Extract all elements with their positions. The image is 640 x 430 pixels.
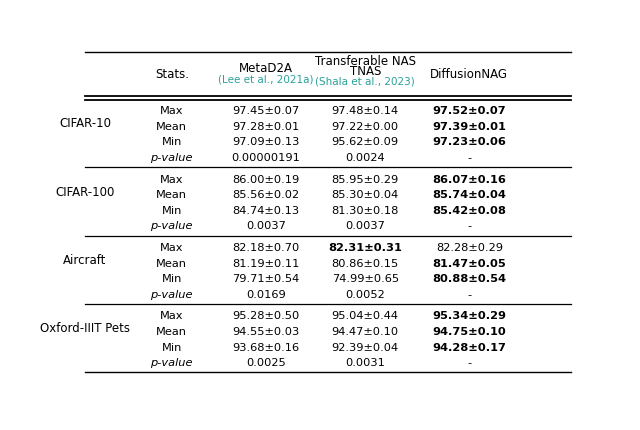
- Text: Oxford-IIIT Pets: Oxford-IIIT Pets: [40, 322, 130, 335]
- Text: CIFAR-10: CIFAR-10: [59, 117, 111, 130]
- Text: 92.39±0.04: 92.39±0.04: [332, 342, 399, 352]
- Text: 94.47±0.10: 94.47±0.10: [332, 326, 399, 336]
- Text: Max: Max: [160, 174, 184, 184]
- Text: 0.00000191: 0.00000191: [232, 153, 300, 163]
- Text: 0.0025: 0.0025: [246, 357, 286, 367]
- Text: Transferable NAS: Transferable NAS: [315, 55, 416, 68]
- Text: 85.95±0.29: 85.95±0.29: [332, 174, 399, 184]
- Text: 80.86±0.15: 80.86±0.15: [332, 258, 399, 268]
- Text: 97.23±0.06: 97.23±0.06: [433, 137, 506, 147]
- Text: 97.48±0.14: 97.48±0.14: [332, 106, 399, 116]
- Text: -: -: [467, 221, 472, 231]
- Text: Min: Min: [161, 342, 182, 352]
- Text: 95.62±0.09: 95.62±0.09: [332, 137, 399, 147]
- Text: p-value: p-value: [150, 153, 193, 163]
- Text: 82.28±0.29: 82.28±0.29: [436, 243, 503, 252]
- Text: 86.07±0.16: 86.07±0.16: [433, 174, 506, 184]
- Text: (Shala et al., 2023): (Shala et al., 2023): [316, 77, 415, 86]
- Text: 81.30±0.18: 81.30±0.18: [332, 206, 399, 215]
- Text: 80.88±0.54: 80.88±0.54: [433, 273, 506, 283]
- Text: 79.71±0.54: 79.71±0.54: [232, 273, 300, 283]
- Text: 85.42±0.08: 85.42±0.08: [433, 206, 506, 215]
- Text: 95.28±0.50: 95.28±0.50: [232, 310, 300, 321]
- Text: 0.0037: 0.0037: [345, 221, 385, 231]
- Text: 81.47±0.05: 81.47±0.05: [433, 258, 506, 268]
- Text: Max: Max: [160, 310, 184, 321]
- Text: 93.68±0.16: 93.68±0.16: [232, 342, 300, 352]
- Text: MetaD2A: MetaD2A: [239, 61, 293, 75]
- Text: Mean: Mean: [156, 122, 188, 132]
- Text: -: -: [467, 357, 472, 367]
- Text: 94.28±0.17: 94.28±0.17: [433, 342, 506, 352]
- Text: DiffusionNAG: DiffusionNAG: [430, 68, 508, 81]
- Text: 97.45±0.07: 97.45±0.07: [232, 106, 300, 116]
- Text: Mean: Mean: [156, 258, 188, 268]
- Text: 0.0031: 0.0031: [345, 357, 385, 367]
- Text: 82.31±0.31: 82.31±0.31: [328, 243, 402, 252]
- Text: -: -: [467, 153, 472, 163]
- Text: Max: Max: [160, 106, 184, 116]
- Text: p-value: p-value: [150, 289, 193, 299]
- Text: 97.09±0.13: 97.09±0.13: [232, 137, 300, 147]
- Text: 94.75±0.10: 94.75±0.10: [433, 326, 506, 336]
- Text: 84.74±0.13: 84.74±0.13: [232, 206, 300, 215]
- Text: 85.30±0.04: 85.30±0.04: [332, 190, 399, 200]
- Text: 97.39±0.01: 97.39±0.01: [433, 122, 506, 132]
- Text: 95.34±0.29: 95.34±0.29: [433, 310, 506, 321]
- Text: Min: Min: [161, 137, 182, 147]
- Text: 85.56±0.02: 85.56±0.02: [232, 190, 300, 200]
- Text: -: -: [467, 289, 472, 299]
- Text: 97.22±0.00: 97.22±0.00: [332, 122, 399, 132]
- Text: Aircraft: Aircraft: [63, 253, 107, 266]
- Text: Mean: Mean: [156, 326, 188, 336]
- Text: 0.0037: 0.0037: [246, 221, 286, 231]
- Text: 0.0052: 0.0052: [346, 289, 385, 299]
- Text: Min: Min: [161, 206, 182, 215]
- Text: p-value: p-value: [150, 357, 193, 367]
- Text: 81.19±0.11: 81.19±0.11: [232, 258, 300, 268]
- Text: 86.00±0.19: 86.00±0.19: [232, 174, 300, 184]
- Text: 95.04±0.44: 95.04±0.44: [332, 310, 399, 321]
- Text: p-value: p-value: [150, 221, 193, 231]
- Text: 82.18±0.70: 82.18±0.70: [232, 243, 300, 252]
- Text: 97.52±0.07: 97.52±0.07: [433, 106, 506, 116]
- Text: 74.99±0.65: 74.99±0.65: [332, 273, 399, 283]
- Text: (Lee et al., 2021a): (Lee et al., 2021a): [218, 74, 314, 84]
- Text: 94.55±0.03: 94.55±0.03: [232, 326, 300, 336]
- Text: 85.74±0.04: 85.74±0.04: [433, 190, 506, 200]
- Text: Stats.: Stats.: [155, 68, 189, 81]
- Text: TNAS: TNAS: [349, 65, 381, 78]
- Text: Min: Min: [161, 273, 182, 283]
- Text: 97.28±0.01: 97.28±0.01: [232, 122, 300, 132]
- Text: 0.0024: 0.0024: [346, 153, 385, 163]
- Text: Max: Max: [160, 243, 184, 252]
- Text: Mean: Mean: [156, 190, 188, 200]
- Text: 0.0169: 0.0169: [246, 289, 286, 299]
- Text: CIFAR-100: CIFAR-100: [55, 185, 115, 198]
